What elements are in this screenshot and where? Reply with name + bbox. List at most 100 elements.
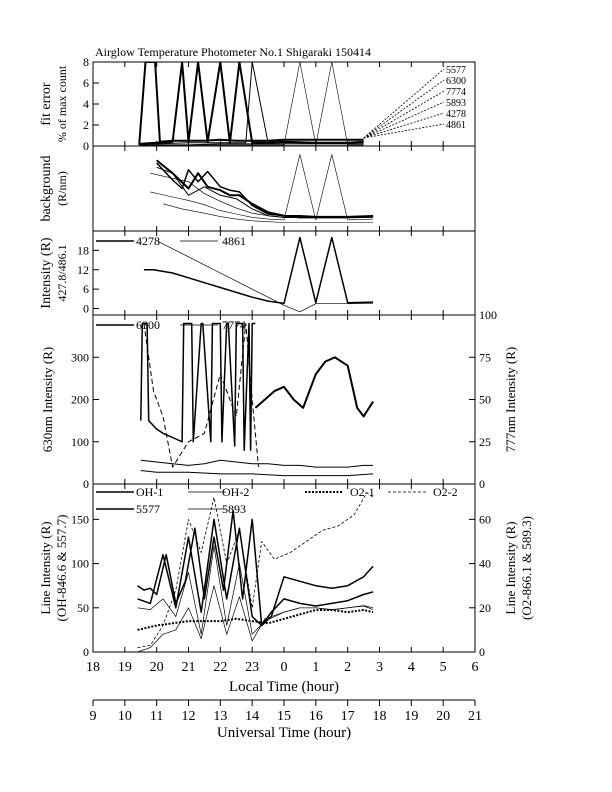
y-tick-label: 8	[83, 55, 89, 69]
series-5577	[156, 159, 374, 219]
series-4278	[139, 62, 364, 146]
series-4861	[162, 203, 374, 223]
series-o2-2	[137, 492, 374, 648]
series-group	[143, 236, 374, 313]
legend-label: 6300	[136, 318, 160, 332]
local-time-tick: 5	[440, 660, 447, 675]
figure-title: Airglow Temperature Photometer No.1 Shig…	[95, 45, 371, 59]
series-5577	[138, 62, 364, 145]
annotation-label: 4278	[446, 109, 466, 120]
series-7774	[139, 62, 364, 145]
y-right-tick-label: 25	[479, 435, 491, 449]
y-right-tick-label: 75	[479, 350, 491, 364]
local-time-tick: 20	[150, 660, 164, 675]
y-right-tick-label: 60	[479, 512, 491, 526]
series-group	[138, 62, 364, 146]
annotation-label: 7774	[446, 87, 466, 98]
local-time-tick: 2	[344, 660, 351, 675]
y-right-tick-label: 0	[479, 645, 485, 659]
y-label: fit error	[39, 82, 54, 125]
local-time-tick: 21	[182, 660, 196, 675]
annotation-label: 4861	[446, 120, 466, 131]
legend-label: 5893	[222, 502, 246, 516]
series-4278	[150, 154, 374, 221]
y-label: Intensity (R)	[39, 237, 54, 308]
y-label: background	[39, 155, 54, 221]
panel-fit-error: 0 2 4 6 8 fit error% of max count 557763007774…	[39, 55, 476, 153]
y-tick-label: 50	[77, 601, 89, 615]
legend-label: OH-1	[136, 485, 163, 499]
y-tick-label: 200	[71, 393, 89, 407]
annotation-leader	[363, 79, 445, 139]
local-time-tick: 0	[281, 660, 288, 675]
local-time-tick: 18	[86, 660, 100, 675]
utc-tick-label: 19	[404, 709, 418, 724]
utc-tick-label: 10	[118, 709, 132, 724]
series-5893	[150, 172, 374, 218]
local-time-tick: 19	[118, 660, 132, 675]
panel-intensity-427-486: 0 6 12 18 Intensity (R) 427.8/486.1 4278 4861	[39, 230, 476, 316]
y-tick-label: 300	[71, 350, 89, 364]
series-group	[150, 154, 374, 223]
y-tick-label: 150	[71, 512, 89, 526]
y-right-tick-label: 50	[479, 393, 491, 407]
series-oh-1	[137, 509, 374, 627]
utc-label: Universal Time (hour)	[217, 725, 351, 741]
y-right-label: 777nm Intensity (R)	[503, 347, 518, 452]
series-4861	[156, 240, 374, 313]
y-tick-label: 6	[83, 76, 89, 90]
utc-tick-label: 14	[245, 709, 259, 724]
utc-tick-label: 16	[309, 709, 323, 724]
annotation-label: 6300	[446, 76, 466, 87]
series-7774	[140, 459, 374, 468]
y-label-sub: (R/nm)	[55, 171, 69, 206]
y-label-sub: % of max count	[55, 65, 69, 142]
series-group	[140, 322, 374, 477]
utc-tick-label: 11	[150, 709, 163, 724]
y-label-sub: 427.8/486.1	[55, 244, 69, 301]
y-label-sub: (OH-846.6 & 557.7)	[54, 515, 69, 622]
annotation-leader	[363, 123, 445, 139]
annotation-label: 5577	[446, 65, 466, 76]
utc-tick-label: 18	[373, 709, 387, 724]
panel-630-777: 0 100 200 300 0 25 50 75 100 630nm Intensity (R) 7…	[40, 308, 518, 491]
annotation-leader	[363, 90, 445, 139]
legend-label: O2-2	[433, 485, 458, 499]
y-right-label-sub: (O2-866.1 & 589.3)	[519, 516, 534, 620]
utc-tick-label: 12	[182, 709, 196, 724]
y-tick-label: 12	[77, 263, 89, 277]
annotation-leader	[363, 68, 445, 139]
series-7774-dashed	[143, 323, 259, 468]
annotation-leader	[363, 112, 445, 139]
legend-label: 5577	[136, 502, 160, 516]
y-tick-label: 100	[71, 435, 89, 449]
legend-label: 7774	[222, 318, 246, 332]
series-4278	[143, 236, 374, 305]
local-time-tick: 4	[408, 660, 415, 675]
series-group	[137, 492, 374, 652]
annotation-label: 5893	[446, 98, 466, 109]
y-tick-label: 0	[83, 645, 89, 659]
y-tick-label: 4	[83, 97, 89, 111]
legend-label: 4278	[136, 234, 160, 248]
series-5577	[137, 518, 374, 627]
y-tick-label: 18	[77, 243, 89, 257]
local-time-tick: 1	[312, 660, 319, 675]
local-time-tick: 23	[245, 660, 259, 675]
y-right-tick-label: 100	[479, 308, 497, 322]
y-tick-label: 2	[83, 118, 89, 132]
series-5893	[137, 585, 374, 652]
y-label: 630nm Intensity (R)	[40, 347, 55, 452]
y-right-tick-label: 20	[479, 601, 491, 615]
series-7774-low	[140, 470, 374, 477]
y-tick-label: 0	[83, 302, 89, 316]
utc-tick-label: 13	[213, 709, 227, 724]
y-tick-label: 0	[83, 139, 89, 153]
utc-tick-label: 9	[90, 709, 97, 724]
y-tick-label: 6	[83, 282, 89, 296]
legend-label: OH-2	[222, 485, 249, 499]
local-time-tick: 22	[213, 660, 227, 675]
